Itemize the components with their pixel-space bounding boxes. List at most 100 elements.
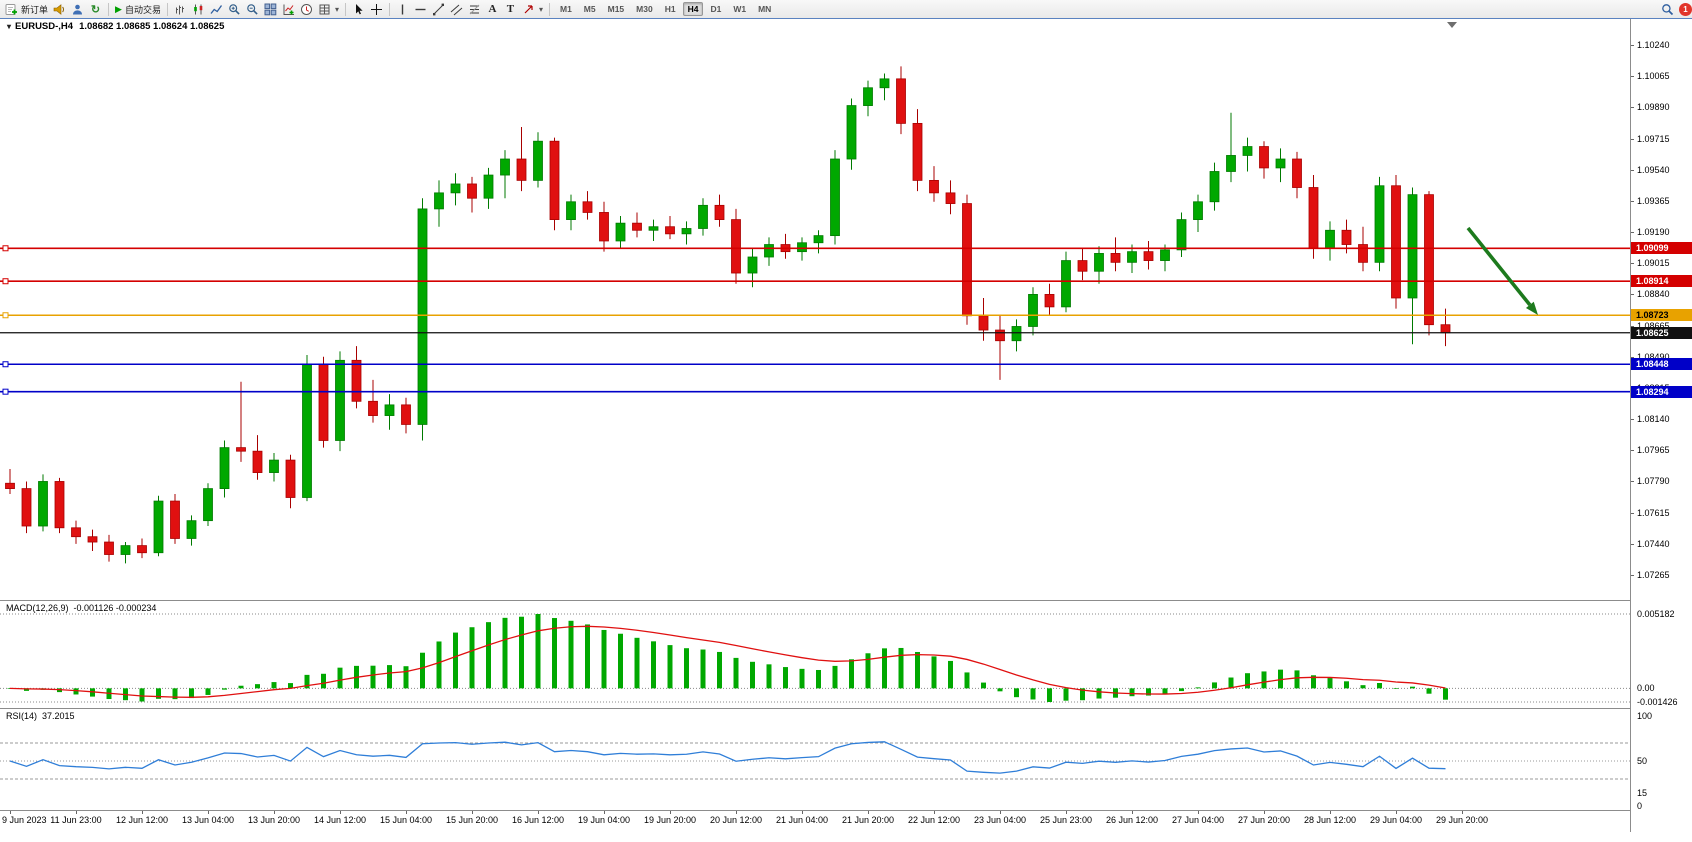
time-label: 22 Jun 12:00 [907, 815, 961, 825]
macd-histogram [7, 614, 1448, 702]
horn-icon [53, 3, 65, 15]
price-tick: 1.08665 [1637, 320, 1670, 331]
label-tool-icon: T [506, 2, 515, 15]
chart-shift-marker-icon[interactable] [1447, 22, 1457, 28]
search-icon [1662, 3, 1674, 15]
macd-signal-line [9, 625, 1446, 698]
timeframe-h1[interactable]: H1 [660, 2, 681, 16]
notification-badge[interactable]: 1 [1679, 2, 1692, 16]
bars-chart-button[interactable] [172, 2, 189, 17]
timeframe-m5[interactable]: M5 [579, 2, 601, 16]
macd-panel[interactable] [0, 601, 1630, 708]
toolbar-separator [108, 2, 110, 16]
price-level-badge: 1.08914 [1631, 275, 1692, 288]
time-tickmark [76, 811, 77, 814]
label-tool-button[interactable]: T [502, 2, 519, 17]
price-tickmark [1631, 76, 1634, 78]
line-handle[interactable] [2, 312, 9, 319]
price-level-badge: 1.09099 [1631, 242, 1692, 255]
line-chart-button[interactable] [208, 2, 225, 17]
time-label: 27 Jun 20:00 [1237, 815, 1291, 825]
zoom-in-icon [229, 3, 240, 15]
line-handle[interactable] [2, 361, 9, 368]
price-tickmark [1631, 450, 1634, 452]
grid-dropdown-button[interactable] [316, 2, 341, 17]
timeframe-m1[interactable]: M1 [555, 2, 577, 16]
toolbar-separator [166, 2, 168, 16]
time-axis[interactable]: 9 Jun 2023 11 Jun 23:00 12 Jun 12:00 13 Jun… [0, 811, 1630, 842]
macd-name: MACD(12,26,9) [6, 603, 69, 613]
levels-layer [0, 245, 1630, 395]
price-tick: 1.10240 [1637, 40, 1670, 50]
text-tool-button[interactable]: A [484, 2, 501, 17]
zoom-out-icon [247, 3, 258, 15]
price-tick: 1.08140 [1637, 414, 1670, 425]
zoom-in-button[interactable] [226, 2, 243, 17]
line-handle[interactable] [2, 245, 9, 252]
vertical-line-tool-button[interactable] [394, 2, 411, 17]
toolbar: 新订单 自动交易 [0, 0, 1692, 19]
price-chart[interactable] [0, 18, 1630, 600]
profile-icon [73, 4, 83, 14]
horizontal-line-tool-button[interactable] [412, 2, 429, 17]
search-button[interactable] [1659, 2, 1676, 17]
announcement-button[interactable] [51, 2, 68, 17]
clock-icon [300, 3, 312, 15]
zoom-out-button[interactable] [244, 2, 261, 17]
refresh-button[interactable] [87, 2, 104, 17]
price-tickmark [1631, 543, 1634, 545]
time-label: 29 Jun 20:00 [1435, 815, 1489, 825]
timeframe-m30[interactable]: M30 [631, 2, 658, 16]
price-tickmark [1631, 356, 1634, 358]
time-label: 15 Jun 20:00 [445, 815, 499, 825]
timeframe-mn[interactable]: MN [753, 2, 776, 16]
trendline-tool-button[interactable] [430, 2, 447, 17]
channel-tool-button[interactable] [448, 2, 465, 17]
price-level-badge: 1.08625 [1631, 326, 1692, 339]
time-tickmark [1066, 811, 1067, 814]
price-tickmark [1631, 512, 1634, 514]
autotrade-button[interactable]: 自动交易 [113, 2, 163, 17]
price-tickmark [1631, 481, 1634, 483]
new-chart-button[interactable] [280, 2, 297, 17]
macd-panel-resize-handle[interactable] [0, 600, 1692, 601]
timeframe-h4[interactable]: H4 [682, 2, 704, 16]
macd-axis-label: 0.00 [1637, 683, 1655, 694]
candlestick-chart-button[interactable] [190, 2, 207, 17]
equidistant-channel-icon [450, 4, 463, 15]
fibonacci-tool-button[interactable] [466, 2, 483, 17]
line-handle[interactable] [2, 388, 9, 395]
tile-windows-button[interactable] [262, 2, 279, 17]
timeframe-d1[interactable]: D1 [705, 2, 726, 16]
timeframe-w1[interactable]: W1 [728, 2, 751, 16]
time-label: 29 Jun 04:00 [1369, 815, 1423, 825]
cursor-arrow-icon [355, 3, 363, 14]
time-label: 21 Jun 20:00 [841, 815, 895, 825]
time-label: 12 Jun 12:00 [115, 815, 169, 825]
rsi-value: 37.2015 [42, 711, 75, 721]
rsi-panel-resize-handle[interactable] [0, 708, 1692, 709]
profile-button[interactable] [69, 2, 86, 17]
crosshair-tool-button[interactable] [368, 2, 385, 17]
time-tickmark [1132, 811, 1133, 814]
toolbar-separator [388, 2, 390, 16]
arrows-tool-button[interactable] [520, 2, 545, 17]
timeframe-m15[interactable]: M15 [603, 2, 630, 16]
cursor-tool-button[interactable] [350, 2, 367, 17]
macd-axis-label: -0.001426 [1637, 697, 1678, 707]
price-axis[interactable]: 1.10240 1.10065 1.09890 1.09715 1.09540 1.093… [1630, 18, 1692, 832]
clock-button[interactable] [298, 2, 315, 17]
crosshair-icon [370, 3, 382, 15]
text-tool-icon: A [488, 2, 497, 15]
time-tickmark [868, 811, 869, 814]
toolbar-separator [548, 2, 550, 16]
rsi-panel[interactable] [0, 709, 1630, 810]
line-handle[interactable] [2, 278, 9, 285]
annotation-arrow[interactable] [1466, 226, 1538, 315]
trendline-icon [432, 3, 444, 15]
price-tickmark [1631, 169, 1634, 171]
macd-label: MACD(12,26,9) -0.001126 -0.000234 [6, 603, 161, 613]
rsi-name: RSI(14) [6, 711, 38, 721]
new-order-button[interactable]: 新订单 [3, 2, 50, 17]
time-label: 20 Jun 12:00 [709, 815, 763, 825]
